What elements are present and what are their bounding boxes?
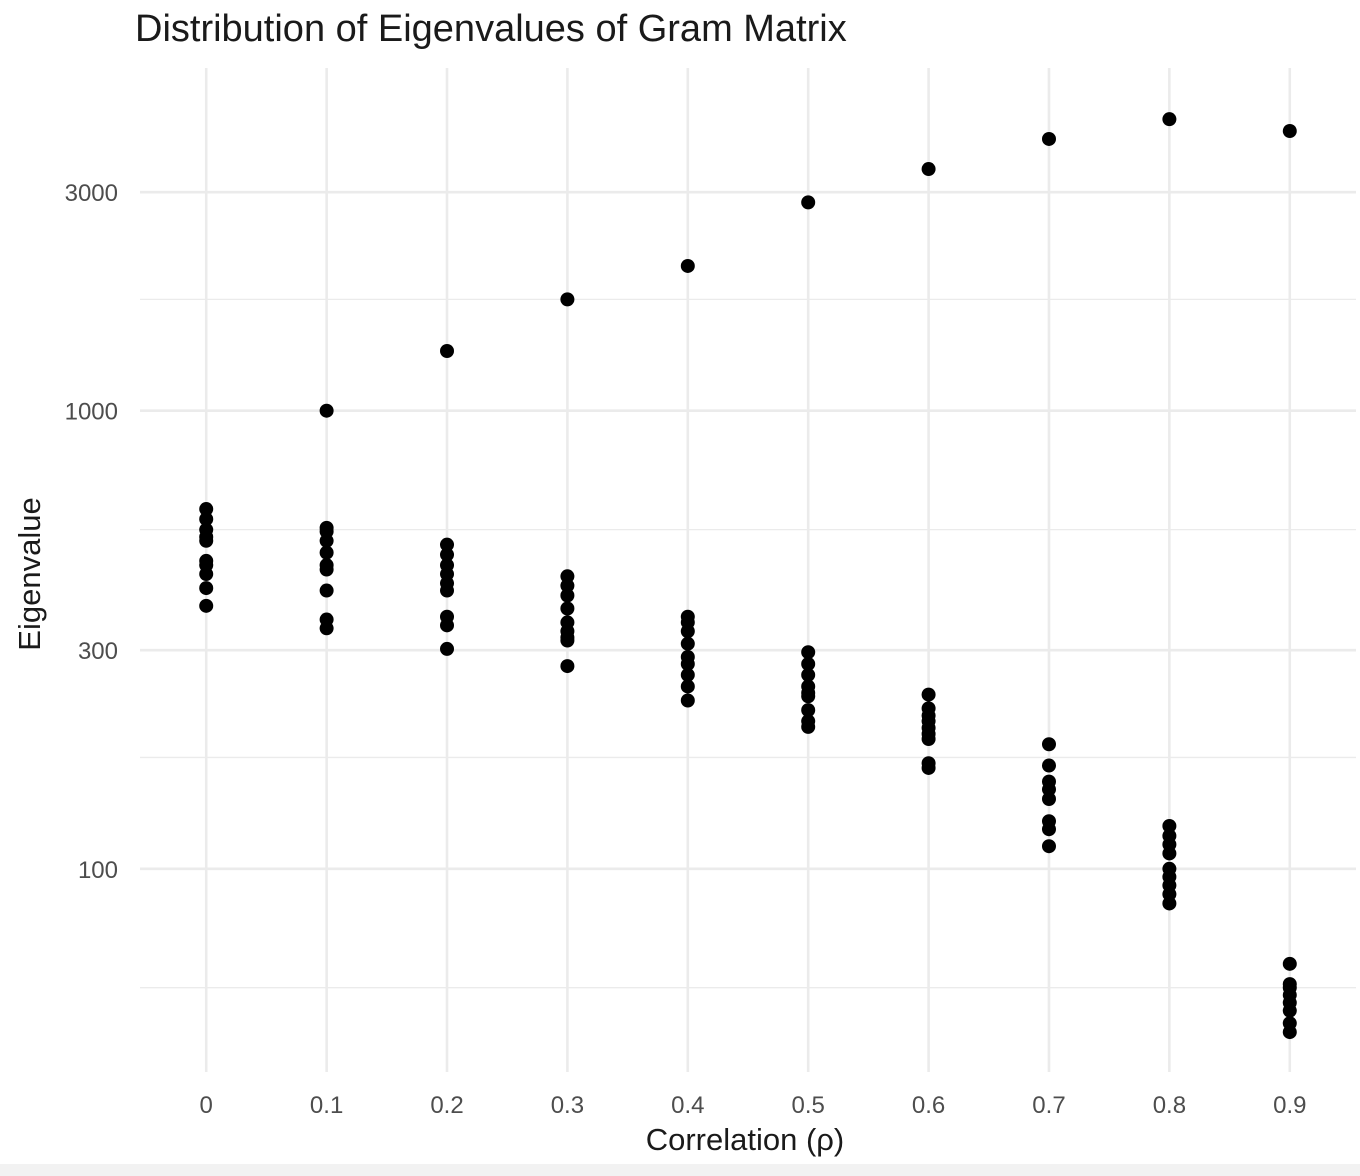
data-point: [680, 258, 695, 273]
data-point: [1282, 956, 1297, 971]
data-point: [680, 667, 695, 682]
data-point: [440, 618, 455, 633]
data-point: [440, 641, 455, 656]
data-point: [801, 656, 816, 671]
data-point: [319, 583, 334, 598]
data-point: [440, 583, 455, 598]
x-tick-label: 0: [200, 1092, 213, 1119]
data-point: [1041, 822, 1056, 837]
data-point: [921, 687, 936, 702]
y-tick-label: 300: [78, 638, 118, 665]
footer-strip: [0, 1164, 1360, 1176]
data-point: [1041, 782, 1056, 797]
data-point: [319, 545, 334, 560]
data-point: [680, 656, 695, 671]
data-point: [199, 502, 214, 517]
data-point: [199, 533, 214, 548]
data-point: [440, 537, 455, 552]
data-point: [1041, 839, 1056, 854]
data-point: [680, 679, 695, 694]
x-tick-label: 0.3: [551, 1092, 584, 1119]
data-point: [560, 659, 575, 674]
data-point: [1282, 1003, 1297, 1018]
x-axis-label: Correlation (ρ): [645, 1122, 845, 1157]
data-point: [921, 760, 936, 775]
data-point: [440, 344, 455, 359]
data-point: [1041, 758, 1056, 773]
data-point: [680, 636, 695, 651]
x-axis-ticks: 0 0.1 0.2 0.3 0.4 0.5 0.6 0.7 0.8 0.9: [200, 1092, 1307, 1119]
data-point: [801, 195, 816, 210]
x-tick-label: 0.5: [792, 1092, 825, 1119]
data-point: [319, 403, 334, 418]
data-point: [921, 731, 936, 746]
data-point: [1041, 737, 1056, 752]
minor-gridlines: [140, 298, 1356, 989]
data-point: [560, 601, 575, 616]
data-point: [680, 624, 695, 639]
data-point: [801, 667, 816, 682]
data-point: [1282, 1025, 1297, 1040]
data-point: [1162, 896, 1177, 911]
x-tick-label: 0.4: [671, 1092, 704, 1119]
y-axis-label: Eigenvalue: [12, 497, 47, 651]
major-gridlines: [140, 68, 1356, 1072]
y-tick-label: 3000: [65, 180, 118, 207]
y-tick-label: 1000: [65, 399, 118, 426]
data-point: [560, 588, 575, 603]
data-point: [560, 633, 575, 648]
data-point: [1041, 131, 1056, 146]
x-tick-label: 0.6: [912, 1092, 945, 1119]
chart-title: Distribution of Eigenvalues of Gram Matr…: [135, 8, 847, 50]
data-point: [801, 703, 816, 718]
data-point: [560, 578, 575, 593]
data-point: [801, 645, 816, 660]
data-point: [199, 598, 214, 613]
data-point: [199, 567, 214, 582]
data-point: [801, 719, 816, 734]
data-point: [1162, 112, 1177, 127]
x-tick-label: 0.9: [1273, 1092, 1306, 1119]
y-axis-ticks: 100 300 1000 3000: [65, 180, 118, 884]
x-tick-label: 0.1: [310, 1092, 343, 1119]
x-tick-label: 0.8: [1153, 1092, 1186, 1119]
y-tick-label: 100: [78, 857, 118, 884]
data-point: [440, 547, 455, 562]
data-point: [1282, 123, 1297, 138]
data-point: [680, 693, 695, 708]
x-tick-label: 0.7: [1032, 1092, 1065, 1119]
x-tick-label: 0.2: [430, 1092, 463, 1119]
data-point: [1162, 818, 1177, 833]
data-point: [560, 292, 575, 307]
data-point: [319, 533, 334, 548]
data-point: [1041, 792, 1056, 807]
data-point: [199, 512, 214, 527]
data-point: [319, 562, 334, 577]
data-point: [1162, 846, 1177, 861]
data-points: [199, 112, 1297, 1040]
data-point: [199, 581, 214, 596]
data-point: [319, 621, 334, 636]
data-point: [801, 689, 816, 704]
data-point: [921, 162, 936, 177]
